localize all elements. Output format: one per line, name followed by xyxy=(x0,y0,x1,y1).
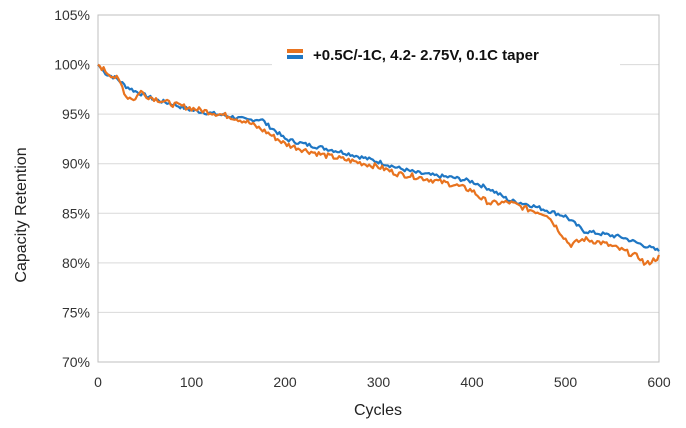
legend-background xyxy=(272,38,620,72)
y-tick-label: 105% xyxy=(54,7,90,23)
x-tick-label: 500 xyxy=(554,374,578,390)
x-tick-label: 200 xyxy=(273,374,297,390)
series-line-blue xyxy=(97,63,660,252)
y-axis-ticks: 70% 75% 80% 85% 90% 95% 100% 105% xyxy=(54,7,90,370)
legend: +0.5C/-1C, 4.2- 2.75V, 0.1C taper xyxy=(272,38,620,72)
x-tick-label: 300 xyxy=(367,374,391,390)
x-tick-label: 400 xyxy=(460,374,484,390)
y-tick-label: 70% xyxy=(62,354,90,370)
x-tick-label: 100 xyxy=(180,374,204,390)
series-line-orange xyxy=(97,63,661,266)
x-axis-ticks: 0 100 200 300 400 500 600 xyxy=(94,374,671,390)
y-tick-label: 90% xyxy=(62,156,90,172)
x-axis-title: Cycles xyxy=(354,402,402,419)
plot-area-frame xyxy=(97,14,660,363)
y-tick-label: 95% xyxy=(62,106,90,122)
y-tick-label: 75% xyxy=(62,304,90,320)
legend-label: +0.5C/-1C, 4.2- 2.75V, 0.1C taper xyxy=(313,47,539,64)
y-tick-label: 100% xyxy=(54,57,90,73)
y-tick-label: 85% xyxy=(62,205,90,221)
y-tick-label: 80% xyxy=(62,255,90,271)
x-tick-label: 600 xyxy=(647,374,671,390)
y-axis-title: Capacity Retention xyxy=(13,147,30,282)
x-tick-label: 0 xyxy=(94,374,102,390)
series-layer xyxy=(97,63,661,266)
